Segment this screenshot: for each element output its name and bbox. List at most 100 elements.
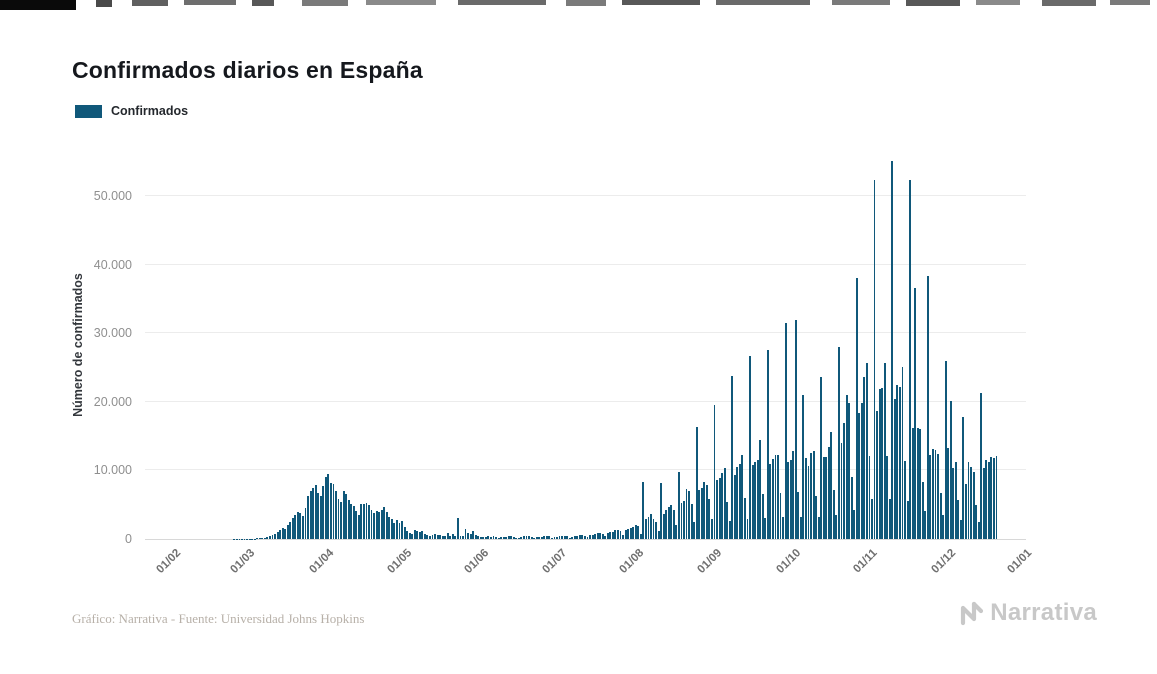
- bar: [617, 529, 619, 539]
- bar: [738, 464, 741, 539]
- bar: [538, 536, 541, 539]
- plot-area: 0 10.000 20.000 30.000 40.000 50.000 01/02 01/0…: [94, 149, 1034, 576]
- bar: [972, 472, 975, 539]
- bar: [756, 459, 759, 539]
- bar: [403, 526, 406, 539]
- bar: [733, 474, 736, 539]
- bar: [947, 448, 950, 539]
- artifact-dash: [184, 0, 236, 5]
- artifact-dash: [1110, 0, 1150, 5]
- bar: [271, 535, 274, 539]
- artifact-dash: [252, 0, 274, 6]
- bar: [904, 460, 906, 539]
- bar: [375, 510, 378, 539]
- bar: [322, 485, 325, 539]
- bar: [530, 536, 533, 539]
- bar: [830, 432, 833, 539]
- bar: [769, 463, 772, 539]
- x-tick-label: 01/07: [540, 547, 570, 576]
- bar: [954, 462, 957, 539]
- y-tick-label: 0: [125, 532, 132, 546]
- bar: [728, 520, 731, 539]
- bar: [970, 466, 972, 539]
- artifact-dash: [458, 0, 546, 5]
- bar: [441, 535, 444, 539]
- bar: [893, 398, 896, 539]
- bar: [357, 515, 360, 539]
- bar: [924, 511, 927, 539]
- bar: [792, 450, 795, 539]
- bar: [573, 535, 576, 539]
- bar: [451, 534, 454, 539]
- bar: [751, 465, 754, 539]
- bar: [583, 535, 586, 539]
- bar: [258, 538, 261, 539]
- bar: [784, 322, 787, 539]
- artifact-dash: [302, 0, 348, 6]
- artifact-dash: [132, 0, 168, 6]
- bar: [456, 518, 459, 539]
- bar: [987, 462, 990, 539]
- bar: [700, 487, 703, 539]
- bar: [992, 457, 995, 539]
- bar: [619, 531, 622, 539]
- bar: [434, 534, 436, 539]
- bar: [662, 513, 665, 539]
- artifact-dash: [976, 0, 1020, 5]
- bar: [871, 499, 873, 539]
- bar: [525, 535, 528, 539]
- bar: [982, 468, 985, 539]
- artifact-dash: [366, 0, 436, 5]
- bar: [657, 530, 660, 539]
- bar: [652, 518, 655, 539]
- bar: [368, 505, 370, 539]
- bar: [642, 482, 645, 539]
- bar: [990, 456, 993, 539]
- bar: [898, 386, 901, 539]
- bar: [855, 278, 858, 539]
- bar: [688, 491, 691, 539]
- gridline: [145, 400, 1026, 402]
- bar: [281, 528, 284, 539]
- bar: [815, 495, 818, 539]
- artifact-dash: [622, 0, 700, 5]
- bar: [939, 492, 942, 539]
- bar: [423, 534, 426, 539]
- bar: [396, 520, 398, 539]
- bar: [416, 531, 419, 539]
- bar: [878, 388, 881, 539]
- bar: [586, 537, 589, 539]
- bar: [937, 454, 939, 539]
- bar: [380, 510, 383, 539]
- bar: [507, 535, 510, 539]
- bar: [517, 537, 520, 539]
- bar: [599, 532, 602, 539]
- bar: [312, 487, 315, 539]
- bar: [319, 496, 322, 539]
- bar: [914, 287, 917, 539]
- bar: [436, 534, 439, 539]
- bar: [263, 537, 266, 539]
- y-tick-label: 20.000: [93, 394, 132, 409]
- bar: [299, 513, 302, 539]
- bar: [980, 392, 983, 539]
- chart-title: Confirmados diarios en España: [72, 57, 423, 84]
- bar: [853, 509, 856, 539]
- bar: [568, 537, 571, 539]
- bar: [284, 529, 287, 539]
- bar: [843, 422, 845, 539]
- bar: [512, 536, 515, 539]
- bar: [949, 401, 952, 539]
- bar: [716, 480, 718, 539]
- bar: [873, 180, 876, 539]
- bar: [665, 510, 668, 539]
- bar: [995, 456, 998, 539]
- gridline: [145, 195, 1026, 196]
- bar: [487, 536, 490, 539]
- bar: [550, 538, 553, 539]
- bar: [718, 478, 721, 539]
- bar: [576, 535, 579, 539]
- bar: [609, 532, 612, 539]
- bar: [327, 473, 330, 539]
- bar: [329, 483, 332, 539]
